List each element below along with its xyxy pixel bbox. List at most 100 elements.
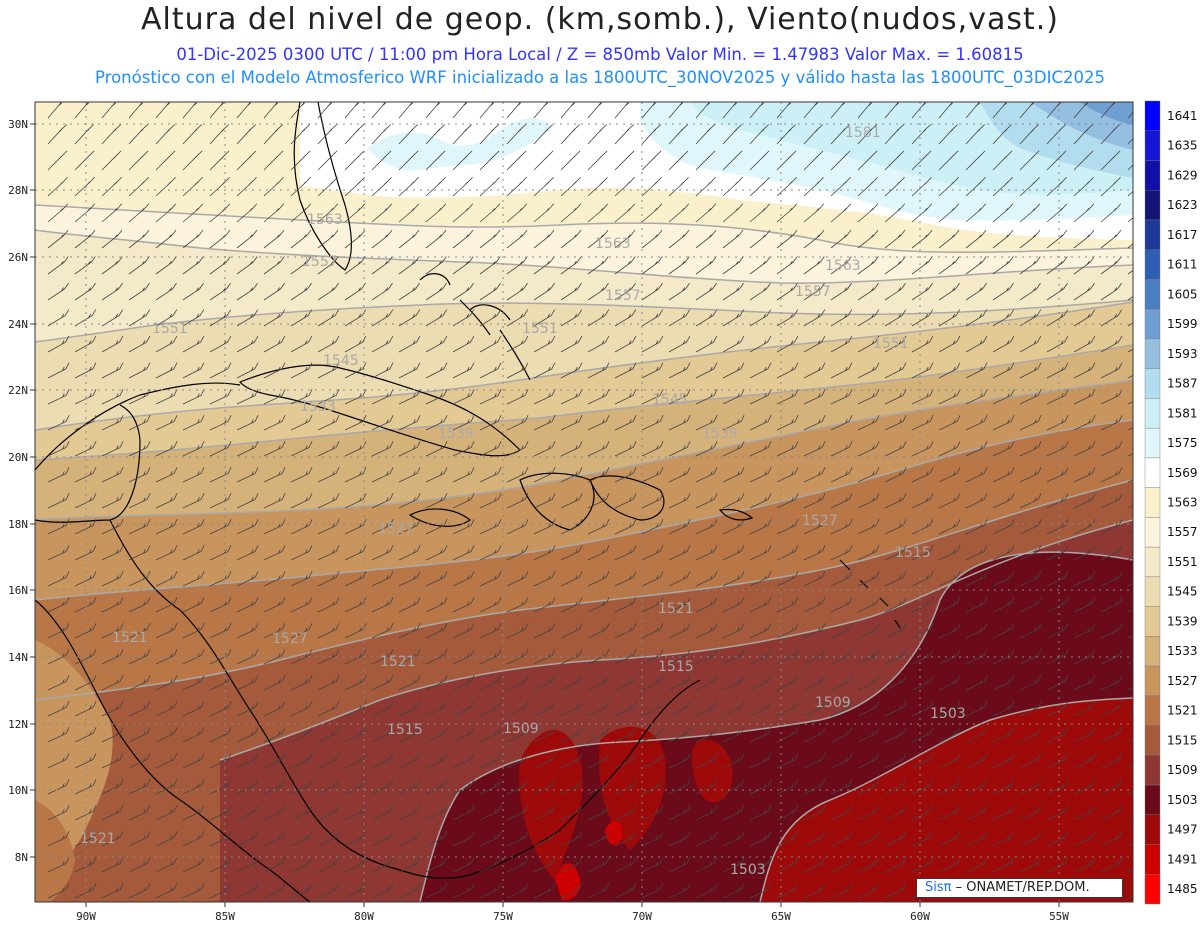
wind-barb [1100,727,1123,743]
wind-barb [533,545,556,561]
colorbar-level-label: 1503 [1167,793,1198,807]
colorbar-swatch [1144,427,1161,459]
wind-barb [614,779,637,795]
wind-barb [371,831,394,847]
wind-barb [236,779,259,795]
wind-barb [236,857,259,873]
wind-barb [1127,111,1133,119]
wind-barb [614,309,637,327]
wind-barb [398,309,421,327]
lon-tick-label: 75W [493,910,513,923]
wind-barb [128,597,151,613]
wind-barb [398,805,421,821]
wind-barb [290,150,311,171]
wind-barb [290,362,313,379]
colorbar-level-label: 1539 [1167,614,1198,628]
wind-barb [587,256,609,275]
wind-barb [965,467,988,483]
wind-barb [155,203,177,223]
wind-barb [857,753,880,769]
wind-barb [830,623,853,639]
wind-barb [749,441,772,457]
wind-barb [317,727,340,743]
wind-barb [479,203,501,223]
wind-barb [884,727,907,743]
wind-barb [533,831,556,847]
wind-barb [938,831,961,847]
credit-org: – ONAMET/REP.DOM. [951,880,1090,895]
wind-barb [1073,831,1096,847]
wind-barb [236,335,259,353]
wind-barb [1100,124,1120,145]
wind-barb [965,124,985,145]
wind-barb [695,229,717,249]
wind-barb [425,571,448,587]
wind-barb [1100,649,1123,665]
wind-barb [884,177,905,197]
colorbar-swatch [1144,576,1161,607]
wind-barb [263,203,285,223]
wind-barb [830,779,853,795]
wind-barb [965,597,988,613]
colorbar-level-label: 1551 [1167,555,1198,569]
wind-barb [74,623,97,639]
colorbar-swatch [1144,249,1161,280]
wind-barb [560,441,583,457]
wind-barb [479,727,502,743]
wind-barb [1019,727,1042,743]
wind-barb [533,229,555,249]
wind-barb [1019,857,1042,873]
wind-barb [263,753,286,769]
wind-barb [182,805,205,821]
wind-barb [317,519,340,535]
wind-barb [560,701,583,717]
wind-barb [695,753,718,769]
wind-barb [290,493,313,509]
wind-barb [128,675,151,691]
blob-1497-b [599,726,666,850]
wind-barb [965,256,987,275]
wind-barb [722,124,742,145]
wind-barb [128,256,150,275]
wind-barb [263,571,286,587]
wind-barb [101,779,124,795]
wind-barb [911,857,934,873]
wind-barb [209,623,232,639]
colorbar-level-label: 1521 [1167,704,1198,718]
wind-barb [830,203,852,223]
wind-barb [344,831,367,847]
wind-barb [884,415,907,431]
wind-barb [398,779,421,795]
wind-barb [722,545,745,561]
wind-barb [587,229,609,249]
wind-barb [560,805,583,821]
wind-barb [749,779,772,795]
wind-barb [1046,623,1069,639]
wind-barb [884,805,907,821]
wind-barb [317,675,340,691]
wind-barb [1073,779,1096,795]
wind-barb [479,571,502,587]
band-1497 [760,698,1133,902]
wind-barb [587,779,610,795]
wind-barb [830,649,853,665]
wind-barb [236,545,259,561]
wind-barb [695,203,717,223]
wind-barb [74,177,95,197]
wind-barb [479,805,502,821]
wind-barb [74,229,96,249]
wind-barb [479,883,502,899]
wind-barb [857,779,880,795]
wind-barb [74,467,97,483]
wind-barb [344,177,365,197]
wind-barb [830,571,853,587]
wind-barb [857,362,880,379]
wind-barb [128,229,150,249]
wind-barb [857,831,880,847]
lat-tick-label: 12N [8,718,28,731]
wind-barb [344,597,367,613]
wind-barb [1073,335,1096,353]
wind-barb [317,649,340,665]
wind-barb [695,571,718,587]
wind-barb [614,124,634,145]
